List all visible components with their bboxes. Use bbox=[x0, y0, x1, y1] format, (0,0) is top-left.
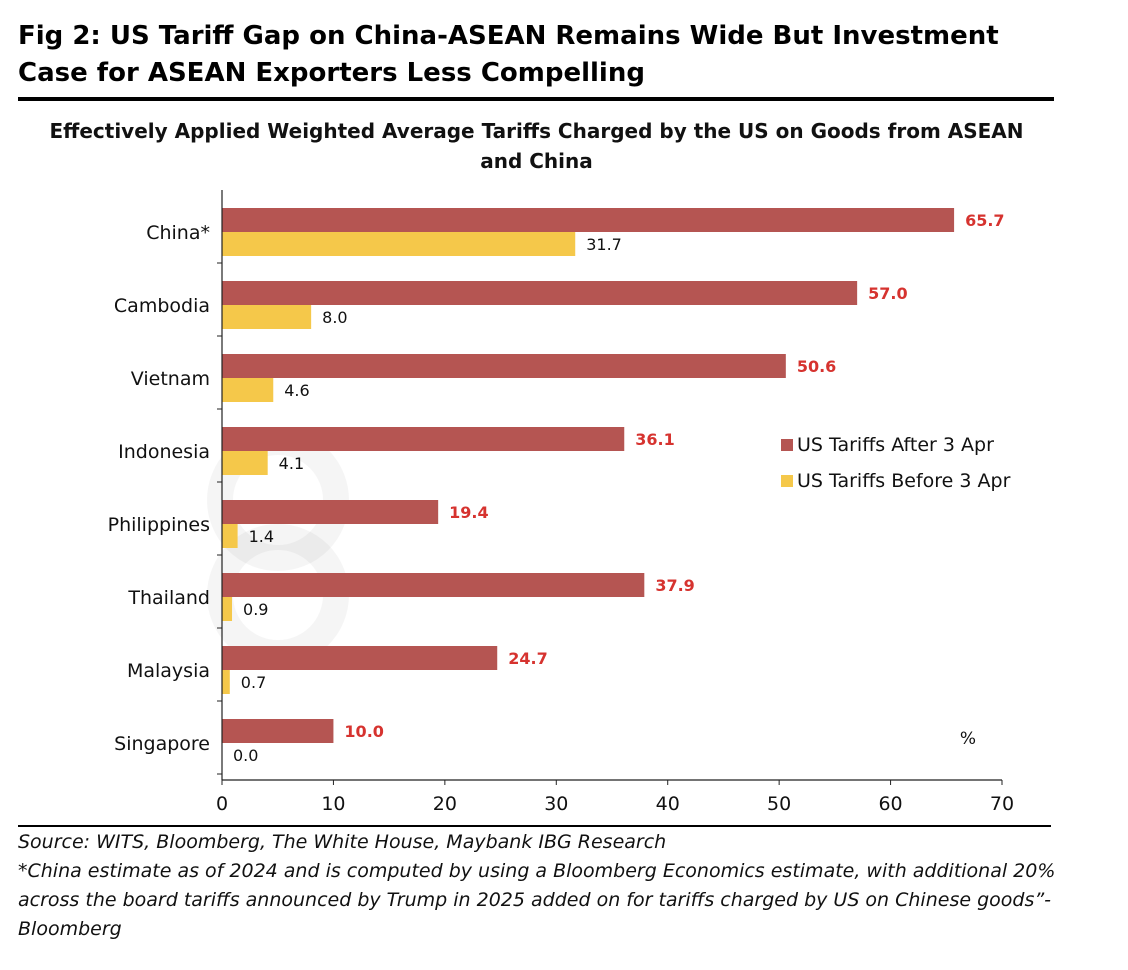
x-tick-label: 50 bbox=[767, 793, 791, 815]
bar-before bbox=[222, 670, 230, 694]
x-tick-label: 0 bbox=[216, 793, 228, 815]
data-label: 1.4 bbox=[249, 527, 274, 546]
category-label: Thailand bbox=[127, 587, 210, 609]
bar-after bbox=[222, 208, 954, 232]
bar-after bbox=[222, 500, 438, 524]
data-label: 0.9 bbox=[243, 600, 268, 619]
category-label: China* bbox=[146, 222, 210, 244]
data-label: 50.6 bbox=[797, 357, 836, 376]
bar-before bbox=[222, 451, 268, 475]
data-label: 37.9 bbox=[655, 576, 694, 595]
x-tick-label: 60 bbox=[878, 793, 902, 815]
data-label: 10.0 bbox=[344, 722, 383, 741]
legend-swatch bbox=[781, 475, 793, 487]
data-label: 0.0 bbox=[233, 746, 258, 765]
category-label: Singapore bbox=[114, 733, 210, 755]
bar-after bbox=[222, 719, 333, 743]
bar-before bbox=[222, 524, 238, 548]
bar-before bbox=[222, 597, 232, 621]
category-label: Philippines bbox=[108, 514, 210, 536]
bar-after bbox=[222, 646, 497, 670]
data-label: 19.4 bbox=[449, 503, 488, 522]
bar-after bbox=[222, 281, 857, 305]
bar-before bbox=[222, 232, 575, 256]
legend-swatch bbox=[781, 439, 793, 451]
source-notes: Source: WITS, Bloomberg, The White House… bbox=[18, 828, 1058, 944]
data-label: 24.7 bbox=[508, 649, 547, 668]
category-label: Vietnam bbox=[131, 368, 210, 390]
data-label: 36.1 bbox=[635, 430, 674, 449]
data-label: 65.7 bbox=[965, 211, 1004, 230]
data-label: 4.1 bbox=[279, 454, 304, 473]
data-label: 4.6 bbox=[284, 381, 309, 400]
figure-title: Fig 2: US Tariff Gap on China-ASEAN Rema… bbox=[18, 18, 1058, 92]
bar-after bbox=[222, 573, 644, 597]
x-tick-label: 10 bbox=[321, 793, 345, 815]
footnote-text: *China estimate as of 2024 and is comput… bbox=[18, 857, 1058, 944]
legend-label: US Tariffs Before 3 Apr bbox=[797, 470, 1011, 492]
bar-after bbox=[222, 427, 624, 451]
title-divider bbox=[18, 97, 1054, 101]
source-divider bbox=[18, 825, 1051, 827]
category-label: Cambodia bbox=[114, 295, 210, 317]
x-tick-label: 40 bbox=[656, 793, 680, 815]
tariff-bar-chart: 65.7 31.7 China* 57.0 8.0 Cambodia 50.6 4.6 Viet… bbox=[0, 190, 1128, 825]
category-label: Indonesia bbox=[118, 441, 210, 463]
data-label: 8.0 bbox=[322, 308, 347, 327]
legend-label: US Tariffs After 3 Apr bbox=[797, 434, 994, 456]
unit-label: % bbox=[960, 729, 976, 749]
bar-after bbox=[222, 354, 786, 378]
bar-before bbox=[222, 378, 273, 402]
x-tick-label: 70 bbox=[990, 793, 1014, 815]
data-label: 31.7 bbox=[586, 235, 622, 254]
source-text: Source: WITS, Bloomberg, The White House… bbox=[18, 828, 1058, 857]
x-tick-label: 20 bbox=[433, 793, 457, 815]
data-label: 0.7 bbox=[241, 673, 266, 692]
data-label: 57.0 bbox=[868, 284, 907, 303]
bar-before bbox=[222, 305, 311, 329]
category-label: Malaysia bbox=[127, 660, 210, 682]
chart-title: Effectively Applied Weighted Average Tar… bbox=[40, 116, 1033, 176]
x-tick-label: 30 bbox=[544, 793, 568, 815]
